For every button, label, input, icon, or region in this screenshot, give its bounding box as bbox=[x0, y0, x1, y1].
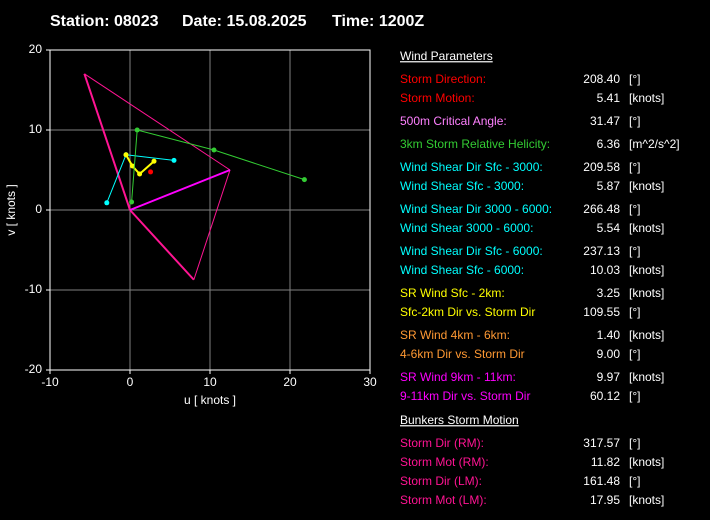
hodograph-point bbox=[137, 171, 143, 177]
section-title: Wind Parameters bbox=[400, 49, 493, 63]
param-value: 1.40 bbox=[597, 328, 621, 342]
x-tick-label: 30 bbox=[363, 375, 377, 389]
param-unit: [°] bbox=[629, 347, 640, 361]
param-label: 3km Storm Relative Helicity: bbox=[400, 137, 550, 151]
param-unit: [knots] bbox=[629, 91, 664, 105]
hodograph-point bbox=[134, 127, 140, 133]
param-value: 60.12 bbox=[590, 389, 620, 403]
param-label: 9-11km Dir vs. Storm Dir bbox=[400, 389, 530, 403]
hodograph-line bbox=[84, 73, 231, 171]
param-unit: [knots] bbox=[629, 370, 664, 384]
param-label: Wind Shear Dir Sfc - 3000: bbox=[400, 160, 543, 174]
param-label: Storm Dir (RM): bbox=[400, 436, 484, 450]
param-unit: [knots] bbox=[629, 328, 664, 342]
y-tick-label: 20 bbox=[29, 42, 43, 56]
header-item: Date: 15.08.2025 bbox=[182, 13, 307, 30]
hodograph-point bbox=[129, 163, 135, 169]
param-value: 17.95 bbox=[590, 493, 620, 507]
param-label: Storm Dir (LM): bbox=[400, 474, 482, 488]
x-tick-label: 10 bbox=[203, 375, 217, 389]
param-unit: [°] bbox=[629, 436, 640, 450]
x-tick-label: -10 bbox=[41, 375, 59, 389]
param-unit: [°] bbox=[629, 305, 640, 319]
param-unit: [°] bbox=[629, 474, 640, 488]
hodograph-point bbox=[151, 158, 157, 164]
hodograph-line bbox=[129, 169, 231, 211]
param-label: 500m Critical Angle: bbox=[400, 114, 507, 128]
param-label: Wind Shear 3000 - 6000: bbox=[400, 221, 533, 235]
param-unit: [°] bbox=[629, 160, 640, 174]
param-value: 3.25 bbox=[597, 286, 621, 300]
param-label: Storm Mot (RM): bbox=[400, 455, 489, 469]
param-value: 237.13 bbox=[583, 244, 620, 258]
param-label: Wind Shear Sfc - 3000: bbox=[400, 179, 524, 193]
param-value: 317.57 bbox=[583, 436, 620, 450]
hodograph-line bbox=[129, 209, 195, 281]
param-label: Storm Mot (LM): bbox=[400, 493, 487, 507]
y-tick-label: 0 bbox=[35, 202, 42, 216]
hodograph-point bbox=[301, 177, 307, 183]
param-value: 209.58 bbox=[583, 160, 620, 174]
param-unit: [°] bbox=[629, 244, 640, 258]
param-value: 161.48 bbox=[583, 474, 620, 488]
param-value: 9.97 bbox=[597, 370, 621, 384]
param-value: 208.40 bbox=[583, 72, 620, 86]
param-unit: [knots] bbox=[629, 179, 664, 193]
header-item: Time: 1200Z bbox=[332, 13, 424, 30]
y-tick-label: 10 bbox=[29, 122, 43, 136]
param-label: SR Wind Sfc - 2km: bbox=[400, 286, 505, 300]
param-unit: [knots] bbox=[629, 221, 664, 235]
param-value: 5.54 bbox=[597, 221, 621, 235]
param-unit: [knots] bbox=[629, 455, 664, 469]
hodograph-point bbox=[129, 199, 135, 205]
param-value: 11.82 bbox=[591, 455, 620, 469]
hodograph-point bbox=[211, 147, 217, 153]
param-label: Storm Motion: bbox=[400, 91, 475, 105]
param-value: 10.03 bbox=[590, 263, 620, 277]
hodograph-line bbox=[193, 169, 231, 280]
hodograph-line bbox=[125, 154, 155, 176]
param-label: Storm Direction: bbox=[400, 72, 486, 86]
section-title: Bunkers Storm Motion bbox=[400, 413, 519, 427]
hodograph-point bbox=[148, 169, 154, 175]
hodograph-line bbox=[131, 129, 305, 203]
header-item: Station: 08023 bbox=[50, 13, 159, 30]
y-tick-label: -10 bbox=[25, 282, 43, 296]
param-unit: [knots] bbox=[629, 263, 664, 277]
param-label: Wind Shear Dir Sfc - 6000: bbox=[400, 244, 543, 258]
param-value: 6.36 bbox=[597, 137, 621, 151]
x-tick-label: 0 bbox=[127, 375, 134, 389]
hodograph-point bbox=[123, 152, 129, 158]
y-axis-label: v [ knots ] bbox=[4, 184, 18, 235]
param-unit: [°] bbox=[629, 202, 640, 216]
hodograph-point bbox=[104, 200, 110, 206]
param-value: 9.00 bbox=[597, 347, 621, 361]
param-unit: [°] bbox=[629, 114, 640, 128]
x-axis-label: u [ knots ] bbox=[184, 393, 236, 407]
param-unit: [m^2/s^2] bbox=[629, 137, 680, 151]
param-unit: [knots] bbox=[629, 286, 664, 300]
param-value: 109.55 bbox=[583, 305, 620, 319]
param-label: SR Wind 4km - 6km: bbox=[400, 328, 510, 342]
x-tick-label: 20 bbox=[283, 375, 297, 389]
param-value: 266.48 bbox=[583, 202, 620, 216]
param-unit: [°] bbox=[629, 389, 640, 403]
hodograph-point bbox=[171, 157, 177, 163]
param-value: 5.87 bbox=[597, 179, 621, 193]
hodograph-line bbox=[83, 73, 131, 211]
param-value: 5.41 bbox=[597, 91, 621, 105]
param-label: 4-6km Dir vs. Storm Dir bbox=[400, 347, 525, 361]
param-unit: [knots] bbox=[629, 493, 664, 507]
plot-frame bbox=[49, 49, 371, 371]
param-label: SR Wind 9km - 11km: bbox=[400, 370, 516, 384]
param-label: Sfc-2km Dir vs. Storm Dir bbox=[400, 305, 535, 319]
param-unit: [°] bbox=[629, 72, 640, 86]
y-tick-label: -20 bbox=[25, 362, 43, 376]
param-value: 31.47 bbox=[590, 114, 620, 128]
param-label: Wind Shear Sfc - 6000: bbox=[400, 263, 524, 277]
param-label: Wind Shear Dir 3000 - 6000: bbox=[400, 202, 552, 216]
